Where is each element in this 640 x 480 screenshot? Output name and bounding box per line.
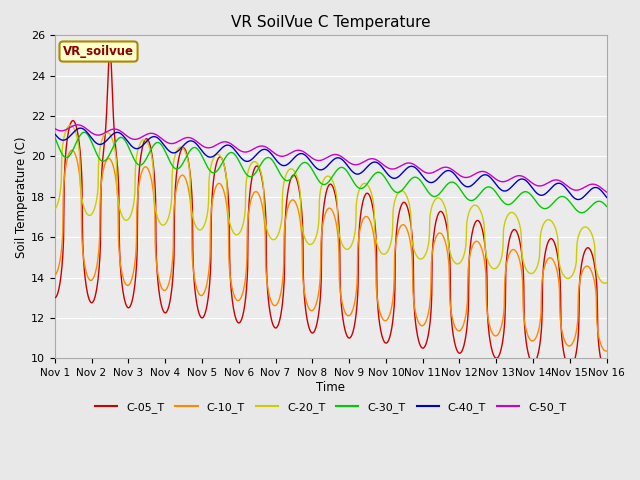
C-40_T xyxy=(538,192,545,198)
C-30_T xyxy=(538,204,545,210)
C-40_T xyxy=(417,170,424,176)
Line: C-40_T: C-40_T xyxy=(55,128,607,200)
C-50_T xyxy=(489,174,497,180)
X-axis label: Time: Time xyxy=(316,381,345,394)
C-20_T xyxy=(603,280,611,286)
C-30_T xyxy=(489,186,497,192)
C-40_T xyxy=(161,143,168,148)
Y-axis label: Soil Temperature (C): Soil Temperature (C) xyxy=(15,136,28,258)
C-40_T xyxy=(236,153,243,159)
C-05_T xyxy=(106,46,114,52)
C-05_T xyxy=(538,326,545,332)
C-50_T xyxy=(603,189,611,195)
C-10_T xyxy=(538,289,545,295)
Line: C-30_T: C-30_T xyxy=(55,132,607,213)
C-20_T xyxy=(489,265,497,271)
C-05_T xyxy=(51,295,59,300)
C-20_T xyxy=(67,122,74,128)
C-50_T xyxy=(538,183,545,189)
Title: VR SoilVue C Temperature: VR SoilVue C Temperature xyxy=(231,15,431,30)
C-20_T xyxy=(538,227,545,233)
Legend: C-05_T, C-10_T, C-20_T, C-30_T, C-40_T, C-50_T: C-05_T, C-10_T, C-20_T, C-30_T, C-40_T, … xyxy=(91,397,571,417)
C-20_T xyxy=(236,230,243,236)
C-30_T xyxy=(174,166,182,172)
C-20_T xyxy=(161,222,168,228)
C-40_T xyxy=(77,125,84,131)
C-30_T xyxy=(578,210,586,216)
Line: C-10_T: C-10_T xyxy=(55,150,607,351)
C-10_T xyxy=(174,180,182,185)
C-30_T xyxy=(603,204,611,209)
C-10_T xyxy=(236,297,243,303)
C-10_T xyxy=(489,331,497,336)
C-20_T xyxy=(417,256,424,262)
C-50_T xyxy=(174,139,182,144)
Text: VR_soilvue: VR_soilvue xyxy=(63,45,134,58)
C-30_T xyxy=(236,159,243,165)
C-05_T xyxy=(417,343,424,349)
C-50_T xyxy=(51,126,59,132)
C-05_T xyxy=(603,371,611,376)
C-10_T xyxy=(417,323,424,328)
C-40_T xyxy=(489,177,497,183)
C-05_T xyxy=(489,350,497,356)
C-10_T xyxy=(51,272,59,278)
C-30_T xyxy=(161,147,168,153)
Line: C-50_T: C-50_T xyxy=(55,125,607,192)
C-05_T xyxy=(174,161,182,167)
C-20_T xyxy=(601,280,609,286)
C-40_T xyxy=(575,197,582,203)
C-10_T xyxy=(161,288,168,293)
C-50_T xyxy=(161,138,168,144)
C-05_T xyxy=(161,310,168,315)
C-50_T xyxy=(74,122,82,128)
C-40_T xyxy=(603,194,611,200)
C-20_T xyxy=(51,206,59,212)
C-10_T xyxy=(68,147,76,153)
C-50_T xyxy=(417,167,424,172)
Line: C-05_T: C-05_T xyxy=(55,49,607,373)
C-05_T xyxy=(236,320,243,325)
C-30_T xyxy=(51,134,59,140)
C-30_T xyxy=(81,130,88,135)
C-10_T xyxy=(602,348,610,354)
C-40_T xyxy=(174,148,182,154)
C-20_T xyxy=(174,146,182,152)
C-50_T xyxy=(236,147,243,153)
C-10_T xyxy=(603,348,611,354)
C-40_T xyxy=(51,131,59,137)
Line: C-20_T: C-20_T xyxy=(55,125,607,283)
C-30_T xyxy=(417,178,424,184)
